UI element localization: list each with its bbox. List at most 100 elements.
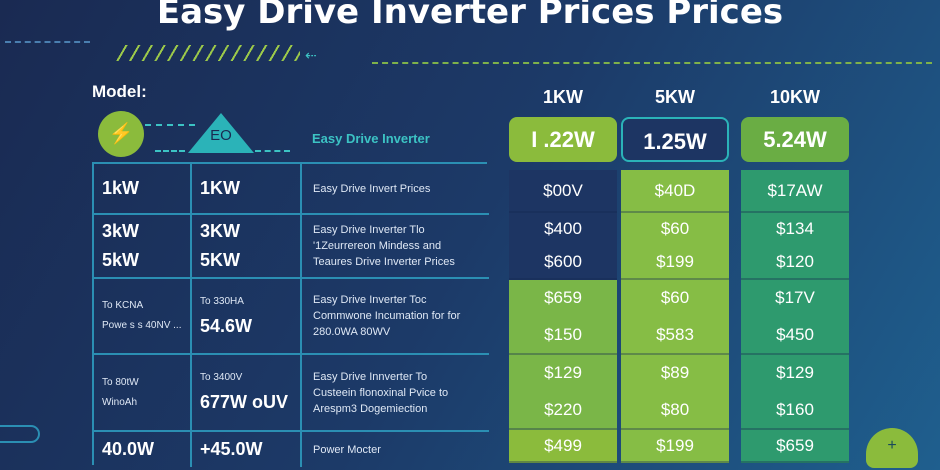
table-cell-a: 40.0W [94,432,192,467]
table-cell-b: +45.0W [192,432,302,467]
price-value: $129 [544,363,582,383]
price-value: $129 [776,363,814,383]
cell-text: Easy Drive Invert Prices [313,182,431,195]
cell-text: 54.6W [200,315,253,336]
cell-text: To 330HA [200,295,244,307]
price-cell: $40D [621,170,729,213]
price-cell: $400 $600 [509,213,617,280]
arrow-left-icon: ⇠ [305,47,317,63]
cell-text: '1Zeurrereon Mindess and [313,240,442,252]
price-value: $40D [654,180,696,200]
spec-table: 1kW 1KW Easy Drive Invert Prices 3kW 5kW 3KW 5… [92,162,489,467]
price-value: $17AW [767,180,823,200]
cell-text: 1KW [200,178,240,198]
cell-text: WinoAh [102,396,138,408]
cell-text: 677W oUV [200,392,289,412]
cell-text: To 3400V [200,372,243,383]
table-cell-desc: Power Mocter [302,432,489,467]
cell-text: Easy Drive Inverter Toc [313,294,427,306]
price-value: $80 [660,399,690,419]
table-row: 1kW 1KW Easy Drive Invert Prices [94,164,489,215]
price-value: $17V [775,288,815,308]
cell-text: Custeein flonoxinal Pvice to [313,386,449,399]
price-cell: $89 $80 [621,355,729,430]
price-value: $89 [660,363,690,383]
cell-text: To KCNA [102,300,144,311]
cell-text: Teaures Drive Inverter Prices [313,256,455,268]
table-cell-a: To KCNA Powe s s 40NV ... [94,279,192,353]
table-cell-a: To 80tW WinoAh [94,355,192,430]
column-header: 5KW [655,87,695,107]
price-cell: $129 $160 [741,355,849,430]
price-cell: $129 $220 [509,355,617,430]
table-cell-desc: Easy Drive Invert Prices [302,164,489,213]
price-value: $199 [656,435,694,455]
table-cell-b: To 330HA 54.6W [192,279,302,353]
price-value: $199 [656,251,694,271]
price-cell: $00V [509,170,617,213]
decor-stripes [115,45,300,61]
cell-text: 1kW [102,178,140,198]
plug-icon: ⚡ [98,111,144,157]
price-cell: $499 [509,430,617,463]
cell-text: Arespm3 Dogemiection [313,402,428,415]
table-row: 40.0W +45.0W Power Mocter [94,432,489,467]
decor-divider [5,41,90,43]
price-value: $659 [544,288,582,308]
table-cell-b: To 3400V 677W oUV [192,355,302,430]
table-row: To 80tW WinoAh To 3400V 677W oUV Easy Drive … [94,355,489,432]
price-value: $400 [544,219,582,239]
cloud-outline-icon [0,425,40,443]
cell-text: Commwone Incumation for for [313,310,461,322]
model-label: Model: [92,82,147,101]
cell-text: Power Mocter [313,443,381,456]
eco-triangle-icon: EO [188,113,254,153]
column-header: 10KW [769,87,820,107]
price-value: $450 [776,324,814,344]
cell-text: To 80tW [102,376,139,388]
table-cell-a: 3kW 5kW [94,215,192,277]
price-value: $583 [656,324,694,344]
cell-text: +45.0W [200,439,263,459]
table-cell-desc: Easy Drive Inverter Tlo '1Zeurrereon Mind… [302,215,489,277]
page-title: Easy Drive Inverter Prices Prices [156,0,784,32]
table-row: 3kW 5kW 3KW 5KW Easy Drive Inverter Tlo '1Zeu… [94,215,489,279]
table-row: To KCNA Powe s s 40NV ... To 330HA 54.6W Eas… [94,279,489,355]
price-value: $659 [776,435,814,455]
price-value: $60 [660,219,690,239]
price-value: $150 [544,324,582,344]
price-cell: $60 $583 [621,280,729,355]
price-value: $160 [776,399,814,419]
price-value: $499 [544,435,582,455]
price-value: $60 [660,288,690,308]
price-cell: $659 $150 [509,280,617,355]
table-cell-a: 1kW [94,164,192,213]
cell-text: 3KW [200,221,240,241]
cell-text: 5kW [102,250,140,270]
rating-badge: I .22W [509,117,617,162]
column-header: 1KW [543,87,583,107]
price-cell: $134 $120 [741,213,849,280]
cloud-icon: + [866,428,918,468]
cell-text: 3kW [102,221,140,241]
decor-divider [372,62,932,64]
price-value: $600 [544,251,582,271]
brand-label: Easy Drive Inverter [312,131,430,146]
price-cell: $659 [741,430,849,463]
price-value: $00V [543,180,583,200]
table-cell-b: 1KW [192,164,302,213]
decor-divider [155,150,185,152]
rating-badge: 5.24W [741,117,849,162]
price-cell: $17V $450 [741,280,849,355]
price-value: $120 [776,251,814,271]
cell-text: Powe s s 40NV ... [102,320,182,331]
cell-text: Easy Drive Inverter Tlo [313,224,425,236]
decor-divider [255,150,290,152]
cell-text: Easy Drive Innverter To [313,370,428,383]
table-cell-b: 3KW 5KW [192,215,302,277]
price-cell: $60 $199 [621,213,729,280]
decor-divider [145,124,195,126]
rating-badge: 1.25W [621,117,729,162]
table-cell-desc: Easy Drive Inverter Toc Commwone Incumati… [302,279,489,353]
cell-text: 40.0W [102,439,155,459]
